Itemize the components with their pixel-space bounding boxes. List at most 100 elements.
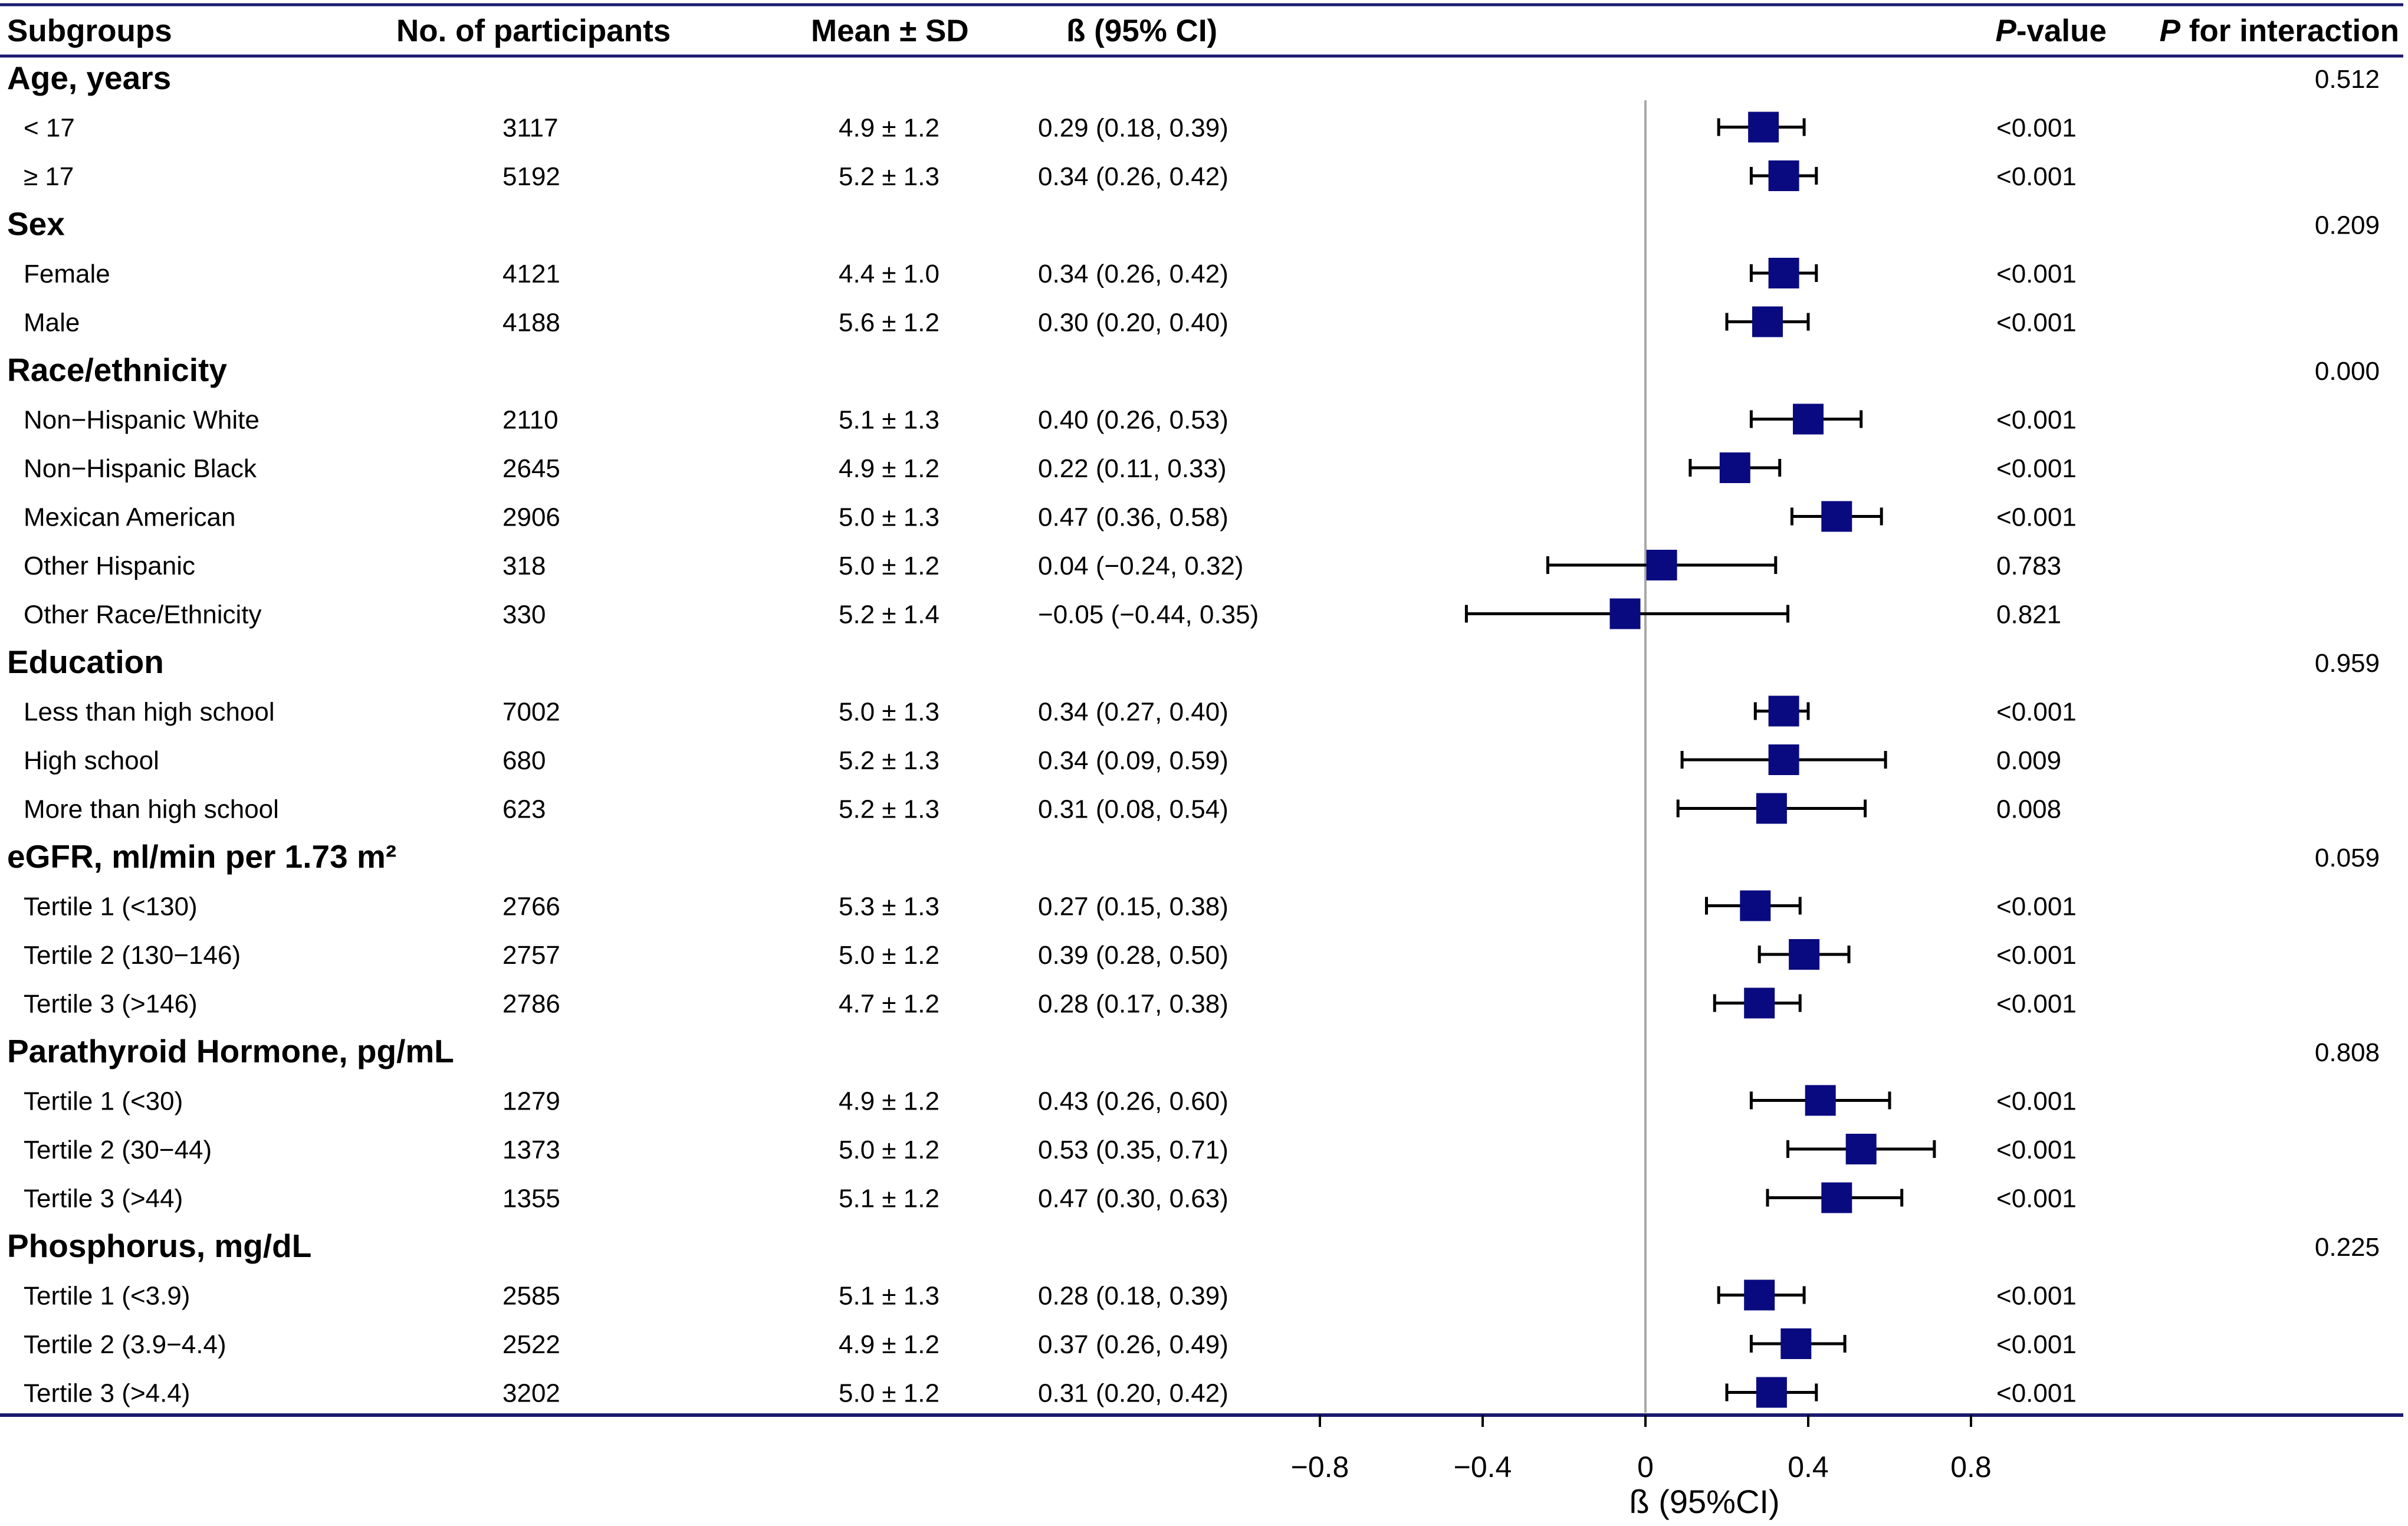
beta-ci-text: 0.34 (0.26, 0.42) (1038, 162, 1228, 191)
point-estimate-marker (1805, 1085, 1836, 1116)
point-estimate-marker (1752, 306, 1783, 337)
row-label: Tertile 1 (<130) (24, 892, 198, 921)
p-value: <0.001 (1996, 309, 2077, 337)
p-interaction: 0.225 (2315, 1233, 2380, 1262)
p-value: <0.001 (1996, 114, 2077, 143)
p-value: 0.008 (1996, 795, 2061, 824)
participants-count: 3202 (502, 1379, 560, 1408)
row-label: Non−Hispanic White (24, 406, 259, 435)
point-estimate-marker (1821, 1182, 1852, 1213)
header-p-value-italic: P (1995, 14, 2016, 48)
point-estimate-marker (1768, 744, 1799, 775)
participants-count: 623 (502, 795, 546, 824)
p-value: <0.001 (1996, 503, 2077, 532)
point-estimate-marker (1845, 1134, 1877, 1164)
participants-count: 2585 (502, 1282, 560, 1311)
beta-ci-text: 0.43 (0.26, 0.60) (1038, 1087, 1228, 1116)
p-value: <0.001 (1996, 1087, 2077, 1116)
p-value: <0.001 (1996, 892, 2077, 921)
participants-count: 5192 (502, 162, 560, 191)
p-interaction: 0.512 (2315, 65, 2380, 94)
header-beta-ci: ß (95% CI) (1066, 14, 1217, 48)
p-interaction: 0.059 (2315, 844, 2380, 872)
row-label: Other Race/Ethnicity (24, 600, 262, 629)
x-axis: −0.8 −0.4 0 0.4 0.8 (1291, 1415, 1992, 1484)
row-label: Tertile 3 (>4.4) (24, 1379, 190, 1408)
participants-count: 318 (502, 552, 546, 580)
participants-count: 3117 (502, 114, 559, 143)
beta-ci-text: 0.47 (0.36, 0.58) (1038, 503, 1228, 532)
group-label: eGFR, ml/min per 1.73 m² (7, 838, 396, 875)
point-estimate-marker (1744, 987, 1775, 1019)
mean-sd: 5.0 ± 1.2 (839, 1136, 939, 1164)
row-label: Male (24, 309, 80, 337)
header-p-interaction: P for interaction (2160, 14, 2399, 48)
p-value: <0.001 (1996, 941, 2077, 970)
header-p-interaction-rest: for interaction (2180, 14, 2399, 48)
point-estimate-marker (1740, 890, 1771, 921)
participants-count: 7002 (502, 698, 560, 727)
participants-count: 2786 (502, 990, 560, 1019)
mean-sd: 5.0 ± 1.2 (839, 1379, 939, 1408)
x-tick-label: −0.4 (1454, 1450, 1512, 1484)
participants-count: 2645 (502, 454, 560, 483)
mean-sd: 5.0 ± 1.3 (839, 698, 939, 727)
beta-ci-text: 0.22 (0.11, 0.33) (1038, 454, 1227, 483)
beta-ci-text: 0.31 (0.08, 0.54) (1038, 795, 1228, 824)
p-value: <0.001 (1996, 1379, 2077, 1408)
point-estimate-marker (1793, 403, 1824, 435)
participants-count: 2522 (502, 1330, 560, 1359)
row-label: Tertile 2 (30−44) (24, 1136, 212, 1164)
row-label: Mexican American (24, 503, 235, 532)
row-label: More than high school (24, 795, 279, 824)
header-mean-sd: Mean ± SD (811, 14, 969, 48)
point-estimate-marker (1780, 1328, 1812, 1359)
row-label: Tertile 3 (>146) (24, 990, 198, 1019)
mean-sd: 4.7 ± 1.2 (839, 990, 939, 1019)
beta-ci-text: 0.34 (0.26, 0.42) (1038, 260, 1228, 288)
participants-count: 680 (502, 746, 546, 775)
point-estimate-marker (1789, 939, 1820, 970)
beta-ci-text: 0.34 (0.09, 0.59) (1038, 746, 1228, 775)
p-interaction: 0.959 (2315, 649, 2380, 678)
participants-count: 2110 (502, 406, 559, 435)
mean-sd: 5.0 ± 1.2 (839, 552, 939, 580)
participants-count: 2766 (502, 892, 560, 921)
group-label: Sex (7, 206, 65, 242)
p-value: <0.001 (1996, 260, 2077, 288)
participants-count: 2906 (502, 503, 560, 532)
x-tick-label: −0.8 (1291, 1450, 1349, 1484)
participants-count: 1373 (502, 1136, 560, 1164)
row-label: Tertile 1 (<30) (24, 1087, 183, 1116)
x-tick-label: 0.8 (1950, 1450, 1992, 1484)
beta-ci-text: 0.04 (−0.24, 0.32) (1038, 552, 1244, 580)
row-label: Less than high school (24, 698, 275, 727)
participants-count: 330 (502, 600, 546, 629)
beta-ci-text: 0.47 (0.30, 0.63) (1038, 1184, 1228, 1213)
p-value: <0.001 (1996, 1330, 2077, 1359)
point-estimate-marker (1821, 501, 1852, 532)
beta-ci-text: 0.40 (0.26, 0.53) (1038, 406, 1228, 435)
group-label: Age, years (7, 60, 171, 96)
mean-sd: 5.2 ± 1.4 (839, 600, 939, 629)
mean-sd: 4.9 ± 1.2 (839, 1087, 939, 1116)
beta-ci-text: 0.34 (0.27, 0.40) (1038, 698, 1228, 727)
mean-sd: 5.1 ± 1.3 (839, 406, 939, 435)
point-estimate-marker (1756, 793, 1787, 824)
mean-sd: 5.0 ± 1.3 (839, 503, 939, 532)
mean-sd: 4.9 ± 1.2 (839, 114, 939, 143)
point-estimate-marker (1756, 1377, 1787, 1408)
p-value: 0.009 (1996, 746, 2061, 775)
p-value: <0.001 (1996, 698, 2077, 727)
p-value: <0.001 (1996, 406, 2077, 435)
point-estimate-marker (1768, 258, 1799, 288)
p-value: <0.001 (1996, 162, 2077, 191)
row-label: Female (24, 260, 110, 288)
p-value: <0.001 (1996, 1184, 2077, 1213)
row-label: Tertile 1 (<3.9) (24, 1282, 190, 1311)
p-value: 0.783 (1996, 552, 2061, 580)
beta-ci-text: 0.39 (0.28, 0.50) (1038, 941, 1228, 970)
mean-sd: 5.1 ± 1.3 (839, 1282, 939, 1311)
mean-sd: 4.4 ± 1.0 (839, 260, 939, 288)
